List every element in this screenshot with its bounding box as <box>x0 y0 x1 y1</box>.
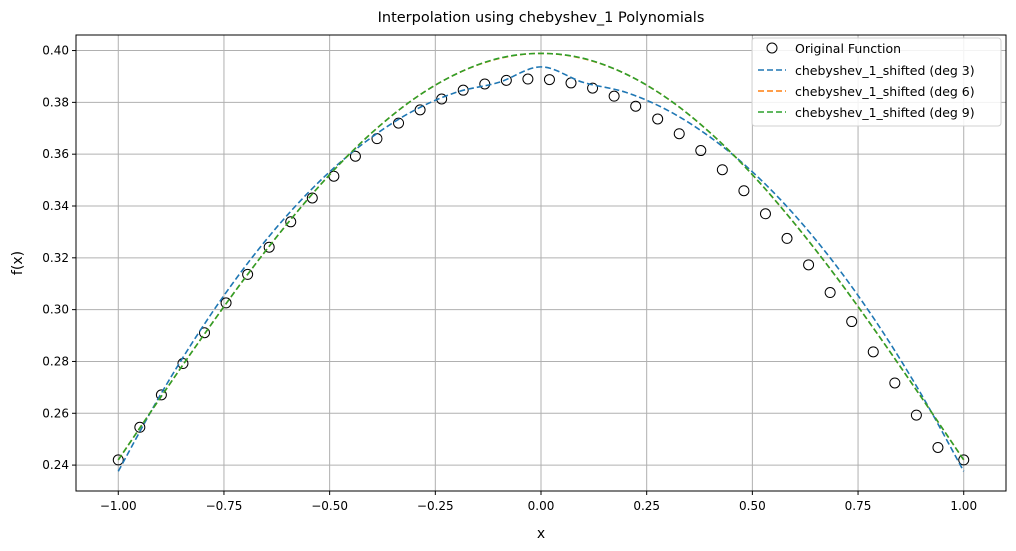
data-point-original <box>608 90 620 102</box>
x-tick-label: 0.75 <box>845 499 872 513</box>
data-point-original <box>543 74 555 86</box>
data-point-original <box>958 454 970 466</box>
x-tick-label: −0.75 <box>206 499 243 513</box>
data-point-original <box>457 84 469 96</box>
data-point-original <box>738 185 750 197</box>
data-point-original <box>522 73 534 85</box>
y-tick-label: 0.34 <box>42 199 69 213</box>
legend-box <box>751 37 1002 127</box>
x-tick-label: 0.00 <box>528 499 555 513</box>
chart-title: Interpolation using chebyshev_1 Polynomi… <box>378 10 705 26</box>
y-tick-label: 0.28 <box>42 354 69 368</box>
data-point-original <box>889 377 901 389</box>
data-point-original <box>695 145 707 157</box>
legend-label: chebyshev_1_shifted (deg 9) <box>795 105 975 120</box>
y-tick-label: 0.30 <box>42 303 69 317</box>
series-line-3 <box>117 52 965 461</box>
data-point-original <box>652 113 664 125</box>
data-point-original <box>716 164 728 176</box>
x-tick-label: 0.25 <box>633 499 660 513</box>
data-point-original <box>673 128 685 140</box>
data-point-original <box>824 287 836 299</box>
data-point-original <box>134 421 146 433</box>
data-point-original <box>587 82 599 94</box>
y-tick-label: 0.26 <box>42 406 69 420</box>
legend-label: chebyshev_1_shifted (deg 6) <box>795 84 975 99</box>
data-point-original <box>393 117 405 129</box>
legend-marker-original <box>766 42 778 54</box>
data-point-original <box>630 100 642 112</box>
data-point-original <box>867 346 879 358</box>
x-tick-label: −0.25 <box>417 499 454 513</box>
data-point-original <box>306 192 318 204</box>
data-point-original <box>781 232 793 244</box>
axis-ticks: −1.00 −0.75 −0.50 −0.25 0.00 0.25 0.50 0.75 1.00… <box>42 44 977 513</box>
data-point-original <box>199 327 211 339</box>
x-tick-label: 1.00 <box>950 499 977 513</box>
data-point-original <box>371 133 383 145</box>
y-tick-label: 0.24 <box>42 458 69 472</box>
data-point-original <box>846 316 858 328</box>
data-point-original <box>263 241 275 253</box>
legend: Original Function chebyshev_1_shifted (de… <box>751 37 1002 127</box>
data-point-original <box>242 268 254 280</box>
data-point-original <box>910 409 922 421</box>
y-axis-label: f(x) <box>10 251 26 275</box>
y-tick-label: 0.38 <box>42 95 69 109</box>
data-point-original <box>759 208 771 220</box>
plot-content <box>112 52 970 472</box>
y-tick-label: 0.40 <box>42 44 69 58</box>
y-tick-label: 0.32 <box>42 251 69 265</box>
x-tick-label: −1.00 <box>100 499 137 513</box>
legend-label: Original Function <box>795 41 901 56</box>
y-tick-label: 0.36 <box>42 147 69 161</box>
x-tick-label: −0.50 <box>311 499 348 513</box>
data-point-original <box>285 216 297 228</box>
series-line-1 <box>117 66 965 472</box>
data-point-original <box>349 150 361 162</box>
data-point-original <box>500 74 512 86</box>
legend-label: chebyshev_1_shifted (deg 3) <box>795 63 975 78</box>
x-tick-label: 0.50 <box>739 499 766 513</box>
data-point-original <box>803 259 815 271</box>
data-point-original <box>932 441 944 453</box>
x-axis-label: x <box>537 526 545 542</box>
data-point-original <box>155 389 167 401</box>
data-point-original <box>414 104 426 116</box>
data-point-original <box>112 454 124 466</box>
data-point-original <box>220 297 232 309</box>
